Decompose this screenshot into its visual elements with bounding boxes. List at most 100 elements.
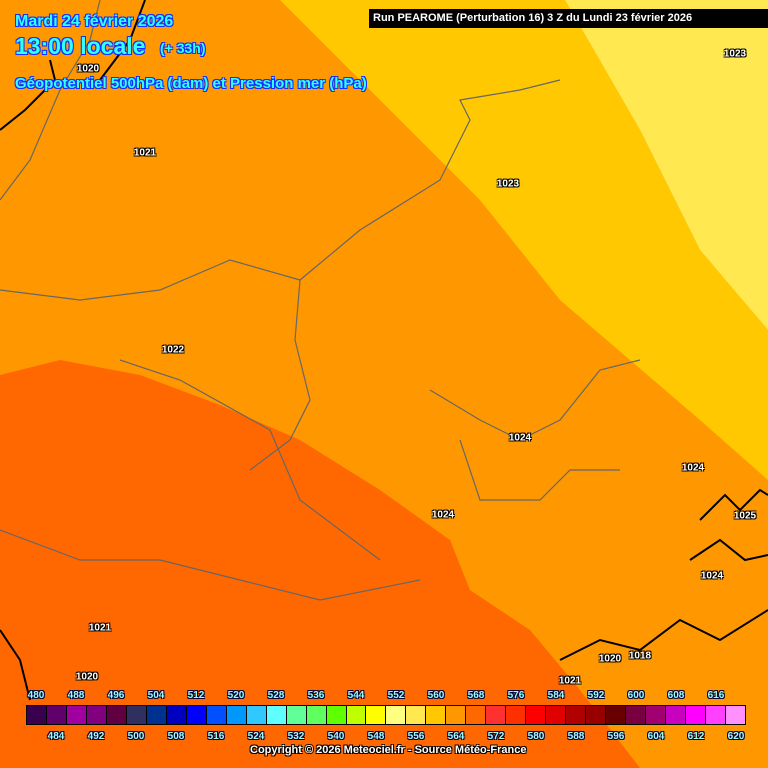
parameter-title: Géopotentiel 500hPa (dam) et Pression me… [15, 75, 367, 92]
legend-swatch-548 [366, 706, 387, 724]
legend-tick-548: 548 [367, 731, 385, 742]
legend-tick-488: 488 [67, 690, 85, 701]
pressure-label: 1022 [161, 344, 185, 356]
legend-swatch-532 [286, 706, 307, 724]
legend-tick-480: 480 [27, 690, 45, 701]
legend-swatch-592 [586, 706, 607, 724]
legend-tick-568: 568 [467, 690, 485, 701]
legend-tick-556: 556 [407, 731, 425, 742]
pressure-label: 1024 [508, 432, 532, 444]
pressure-label: 1018 [628, 650, 652, 662]
legend-swatch-564 [446, 706, 467, 724]
legend-swatch-576 [506, 706, 527, 724]
legend-swatch-616 [705, 706, 726, 724]
legend-swatch-544 [346, 706, 367, 724]
zone-560 [280, 0, 768, 480]
legend-swatch-596 [606, 706, 627, 724]
copyright: Copyright © 2026 Meteociel.fr - Source M… [250, 744, 527, 756]
pressure-label: 1024 [681, 462, 705, 474]
legend-swatch-612 [685, 706, 706, 724]
legend-swatch-556 [406, 706, 427, 724]
legend-swatch-508 [166, 706, 187, 724]
legend-swatch-588 [566, 706, 587, 724]
legend-swatch-520 [226, 706, 247, 724]
legend-tick-516: 516 [207, 731, 225, 742]
coastlines [0, 0, 768, 701]
legend-swatch-516 [206, 706, 227, 724]
legend-swatch-484 [46, 706, 67, 724]
legend-tick-616: 616 [707, 690, 725, 701]
legend-tick-484: 484 [47, 731, 65, 742]
legend-tick-508: 508 [167, 731, 185, 742]
pressure-label: 1021 [133, 147, 157, 159]
legend-swatch-604 [646, 706, 666, 724]
legend-tick-564: 564 [447, 731, 465, 742]
lead-time: (+ 33h) [160, 40, 206, 56]
legend-swatch-584 [546, 706, 567, 724]
legend-swatch-524 [246, 706, 267, 724]
legend-tick-552: 552 [387, 690, 405, 701]
legend-swatch-552 [386, 706, 407, 724]
legend-swatch-536 [306, 706, 327, 724]
legend-tick-500: 500 [127, 731, 145, 742]
legend-tick-596: 596 [607, 731, 625, 742]
legend-tick-492: 492 [87, 731, 105, 742]
legend-tick-600: 600 [627, 690, 645, 701]
legend-tick-584: 584 [547, 690, 565, 701]
legend-swatch-560 [426, 706, 447, 724]
legend-tick-620: 620 [727, 731, 745, 742]
pressure-label: 1020 [76, 63, 100, 75]
forecast-date: Mardi 24 février 2026 [15, 13, 174, 30]
pressure-label: 1024 [431, 509, 455, 521]
legend-tick-580: 580 [527, 731, 545, 742]
legend-tick-608: 608 [667, 690, 685, 701]
legend-swatch-488 [66, 706, 87, 724]
legend-swatch-500 [126, 706, 147, 724]
forecast-time: 13:00 locale [15, 33, 146, 59]
zone-556 [565, 0, 768, 330]
pressure-label: 1020 [75, 671, 99, 683]
pressure-label: 1024 [700, 570, 724, 582]
zone-568 [0, 360, 640, 768]
legend-swatch-528 [266, 706, 287, 724]
legend-tick-536: 536 [307, 690, 325, 701]
legend-swatch-580 [526, 706, 547, 724]
legend-tick-520: 520 [227, 690, 245, 701]
legend-tick-560: 560 [427, 690, 445, 701]
legend-tick-612: 612 [687, 731, 705, 742]
pressure-label: 1020 [598, 653, 622, 665]
legend-swatch-568 [466, 706, 487, 724]
legend-swatch-620 [725, 706, 745, 724]
legend-swatch-608 [666, 706, 686, 724]
pressure-label: 1021 [88, 622, 112, 634]
legend-swatch-492 [86, 706, 107, 724]
legend-tick-512: 512 [187, 690, 205, 701]
legend-tick-532: 532 [287, 731, 305, 742]
pressure-label: 1021 [558, 675, 582, 687]
legend-tick-588: 588 [567, 731, 585, 742]
legend-tick-572: 572 [487, 731, 505, 742]
legend-swatch-512 [186, 706, 207, 724]
legend-tick-496: 496 [107, 690, 125, 701]
legend-tick-504: 504 [147, 690, 165, 701]
legend-swatch-496 [106, 706, 127, 724]
legend-swatch-600 [626, 706, 647, 724]
pressure-label: 1023 [496, 178, 520, 190]
legend-tick-524: 524 [247, 731, 265, 742]
legend-tick-544: 544 [347, 690, 365, 701]
legend-swatch-480 [27, 706, 47, 724]
color-scale-legend [26, 705, 746, 725]
legend-tick-540: 540 [327, 731, 345, 742]
legend-swatch-504 [146, 706, 167, 724]
legend-tick-592: 592 [587, 690, 605, 701]
legend-swatch-540 [326, 706, 347, 724]
borders [0, 0, 641, 601]
legend-tick-528: 528 [267, 690, 285, 701]
pressure-label: 1023 [723, 48, 747, 60]
run-info: Run PEAROME (Perturbation 16) 3 Z du Lun… [369, 9, 768, 28]
legend-swatch-572 [486, 706, 507, 724]
legend-tick-604: 604 [647, 731, 665, 742]
legend-tick-576: 576 [507, 690, 525, 701]
pressure-label: 1025 [733, 510, 757, 522]
